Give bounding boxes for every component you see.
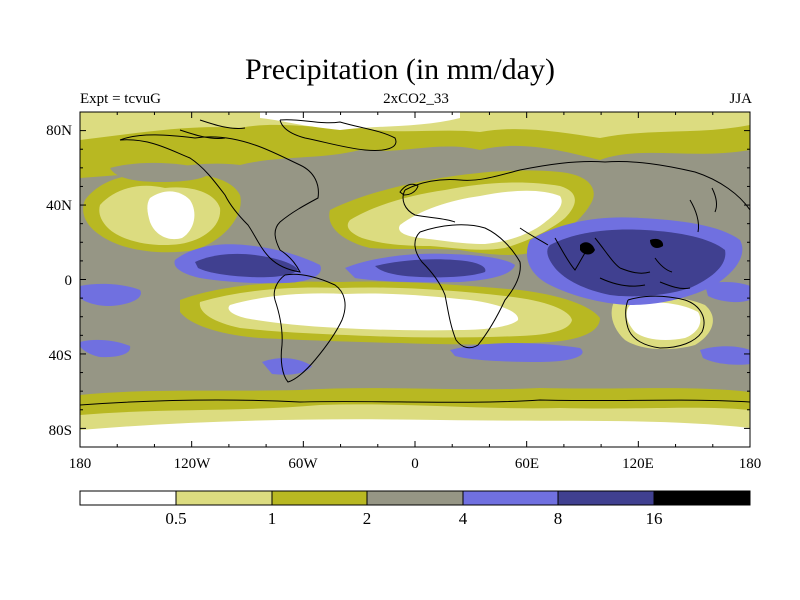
lon-tick-label: 60W xyxy=(288,456,318,472)
season-label: JJA xyxy=(729,91,752,107)
colorbar-label: 16 xyxy=(646,509,663,528)
coast-north-america xyxy=(119,134,319,273)
precip-npacific-dry xyxy=(147,191,195,240)
experiment-label: Expt = tcvuG xyxy=(80,91,161,107)
precip-sahara-dry xyxy=(399,190,562,244)
axis-ticks xyxy=(79,111,751,448)
coast-antarctica xyxy=(80,399,750,406)
colorbar: 0.5 1 2 4 8 16 xyxy=(79,490,751,528)
precip-stormtrack-3 xyxy=(450,343,583,362)
colorbar-box-4 xyxy=(463,491,558,505)
lat-tick-label: 80N xyxy=(46,123,72,139)
coast-africa xyxy=(414,224,521,349)
coast-maritime-continent xyxy=(599,257,691,289)
coast-south-america xyxy=(273,273,346,383)
colorbar-box-0 xyxy=(80,491,176,505)
colorbar-label: 1 xyxy=(268,509,277,528)
coast-british-isles xyxy=(399,183,419,196)
colorbar-box-2 xyxy=(272,491,367,505)
coast-south-asia xyxy=(519,227,621,271)
lon-tick-label: 120E xyxy=(622,456,654,472)
colorbar-box-1 xyxy=(176,491,272,505)
precip-monsoon-max-2 xyxy=(650,238,664,248)
lon-tick-label: 120W xyxy=(174,456,212,472)
precip-field xyxy=(80,112,750,447)
lat-tick-labels: 80N 40N 0 40S 80S xyxy=(46,123,72,439)
precip-npac-stormtrack xyxy=(110,162,211,182)
lon-tick-label: 60E xyxy=(515,456,539,472)
precip-australia-dry xyxy=(626,302,701,340)
lon-tick-labels: 180 120W 60W 0 60E 120E 180 xyxy=(69,456,762,472)
run-label: 2xCO2_33 xyxy=(383,91,449,107)
precip-wpac-wet xyxy=(705,282,750,303)
colorbar-box-5 xyxy=(558,491,654,505)
colorbar-label: 4 xyxy=(459,509,468,528)
lon-tick-label: 180 xyxy=(69,456,92,472)
lat-tick-label: 40S xyxy=(49,348,72,364)
coastlines xyxy=(80,119,750,406)
lat-tick-label: 40N xyxy=(46,198,72,214)
precip-stormtrack-1 xyxy=(80,339,131,358)
colorbar-box-6 xyxy=(654,491,750,505)
lon-tick-label: 180 xyxy=(739,456,762,472)
precip-arctic-dry xyxy=(260,112,460,130)
coast-greenland xyxy=(279,119,397,151)
colorbar-box-3 xyxy=(367,491,463,505)
coast-japan xyxy=(689,187,717,233)
colorbar-label: 8 xyxy=(554,509,563,528)
coast-australia xyxy=(625,295,705,349)
coast-eurasia xyxy=(402,161,750,223)
precip-stormtrack-4 xyxy=(700,346,750,365)
lon-tick-label: 0 xyxy=(411,456,419,472)
precip-stormtrack-2 xyxy=(262,358,312,375)
chart-title: Precipitation (in mm/day) xyxy=(245,53,555,86)
precip-atl-itcz-core xyxy=(375,259,486,278)
precip-ssubtropic-dry xyxy=(228,293,519,331)
coast-arctic-islands xyxy=(179,119,246,139)
precip-band-arctic-light xyxy=(80,112,750,140)
colorbar-label: 2 xyxy=(363,509,372,528)
colorbar-label: 0.5 xyxy=(165,509,186,528)
precip-cpac-wet xyxy=(80,283,141,306)
precip-antarctic-dry xyxy=(80,419,750,447)
lat-tick-label: 0 xyxy=(65,273,73,289)
lat-tick-label: 80S xyxy=(49,423,72,439)
